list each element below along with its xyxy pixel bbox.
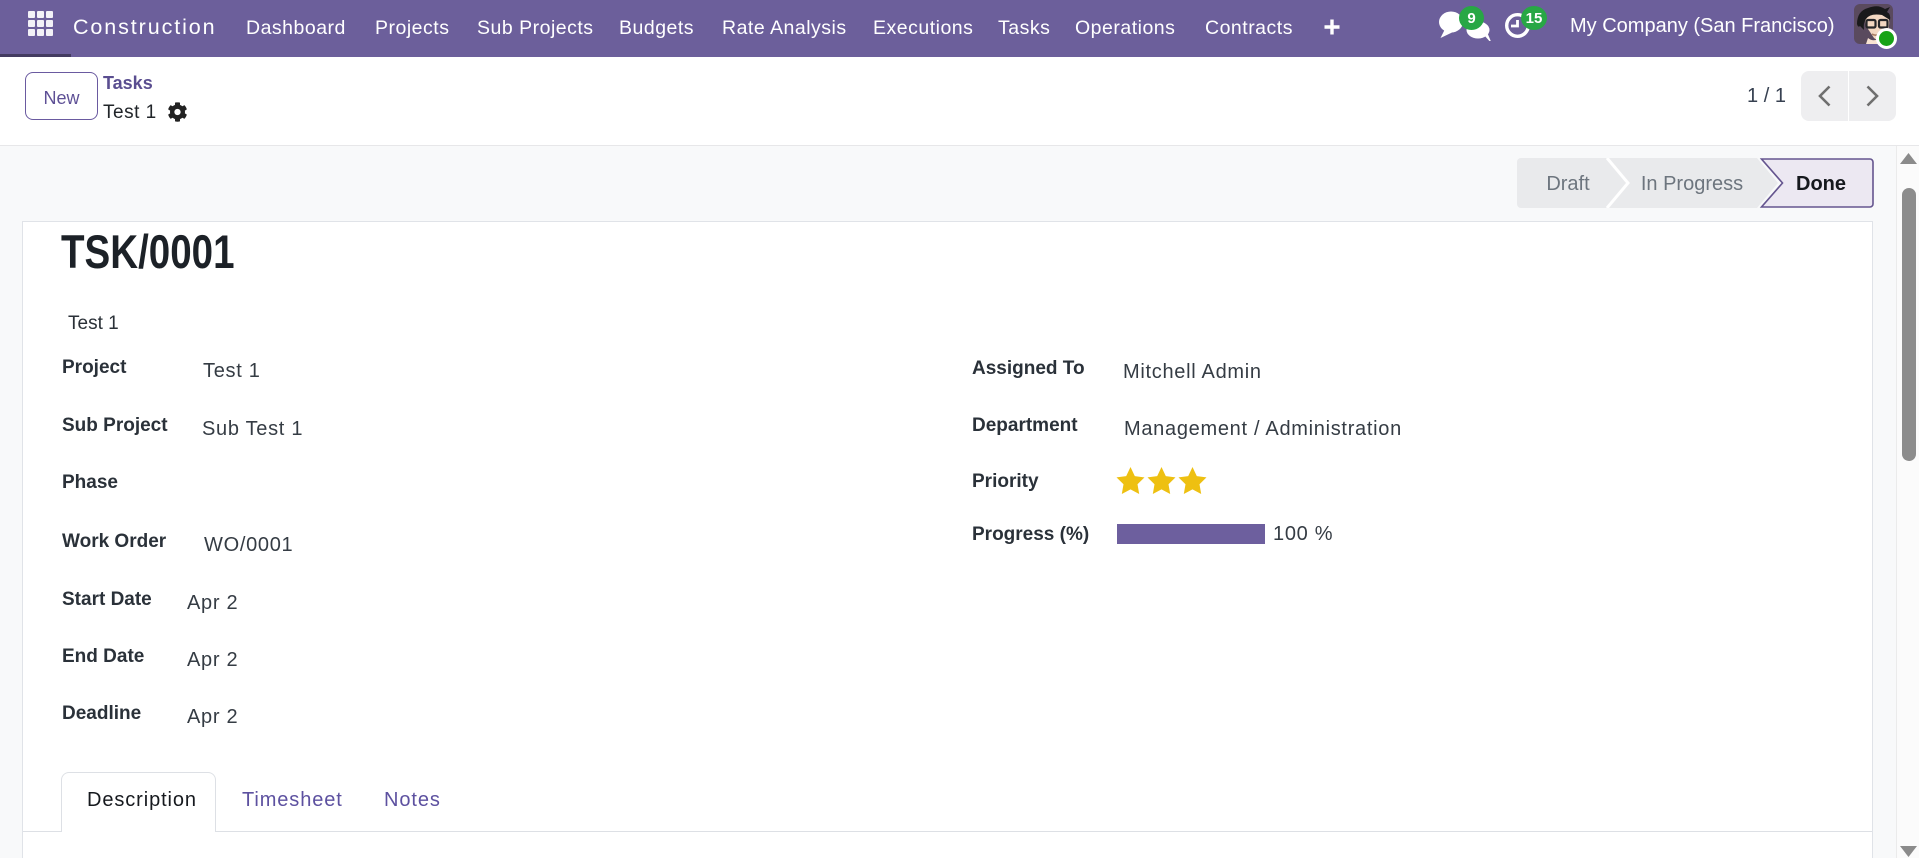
svg-text:Draft: Draft xyxy=(1546,173,1590,195)
svg-text:In Progress: In Progress xyxy=(1641,173,1743,195)
svg-text:Done: Done xyxy=(1796,173,1846,195)
